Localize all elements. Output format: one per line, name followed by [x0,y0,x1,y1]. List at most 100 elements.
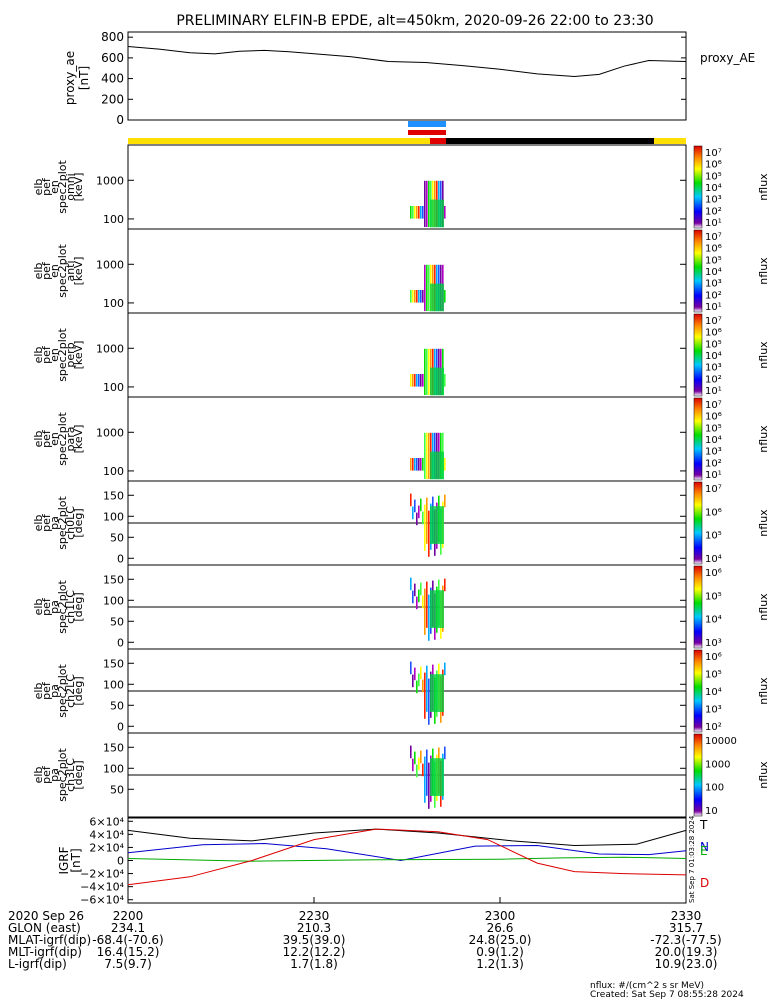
spectrogram-ylabel-line: [keV] [72,173,85,202]
spectrogram-data-column [416,680,418,694]
spectrogram-ytick-label: 100 [103,678,124,691]
spectrogram-data-column [428,180,430,227]
colorbar [693,397,703,481]
colorbar-tick-label: 10⁶ [705,244,722,255]
spectrogram-data-column [424,264,426,311]
x-tick-label: 2200 [113,909,144,923]
spectrogram-data-column [412,506,414,520]
spectrogram-ytick-label: 100 [103,213,124,226]
spectrogram-data-column [420,582,422,596]
spectrogram-data-column [422,511,424,525]
igrf-stamp: Sat Sep 7 01:03:28 2024 [688,815,696,903]
spectrogram-panels: 1000100elbpefenspec2plotomni[keV]10⁷10⁶1… [32,144,770,818]
spectrogram-data-column [422,458,424,471]
spectrogram-ytick-label: 50 [110,615,124,628]
colorbar-tick-label: 10⁶ [705,568,722,579]
spectrogram-ylabel-line: [deg] [72,676,85,705]
spectrogram-frame [127,144,687,230]
spectrogram-data-column [426,497,428,544]
colorbar-tick-label: 10⁷ [705,400,722,411]
spectrogram-ylabel-line: pef [40,597,53,616]
spectrogram-data-column [414,751,416,765]
state-bar-yellow [128,138,686,144]
x-row-value: 12.2(12.2) [283,945,346,959]
spectrogram-data-column [428,264,430,311]
colorbar-tick-label: 10 [705,806,718,817]
spectrogram-data-column [420,666,422,680]
spectrogram-ylabel-line: en [48,264,61,278]
spectrogram-ytick-label: 100 [103,297,124,310]
spectrogram-ylabel-line: spec2plot [56,160,69,214]
spectrogram-flux-core [430,758,444,796]
x-tick-label: 2300 [485,909,516,923]
colorbar-tick-label: 10³ [705,195,722,206]
spectrogram-ytick-label: 0 [117,636,124,649]
spectrogram-data-column [444,662,446,676]
colorbar-tick-label: 10² [705,290,722,301]
igrf-curve-e [127,856,687,862]
spectrogram-data-column [418,374,420,387]
spectrogram-data-column [414,206,416,219]
spectrogram-data-column [426,348,428,395]
colorbar-tick-label: 10³ [705,447,722,458]
spectrogram-data-column [422,595,424,609]
spectrogram-data-column [444,206,446,219]
colorbar-tick-label: 10⁴ [705,615,722,626]
spectrogram-data-column [428,510,430,557]
spectrogram-data-column [420,206,422,219]
colorbar-tick-label: 10⁵ [705,423,722,434]
spectrogram-ylabel-line: pef [40,261,53,280]
spectrogram-ytick-label: 100 [103,762,124,775]
x-row-value: 1.2(1.3) [476,957,524,971]
colorbar-label: nflux [757,761,770,789]
spectrogram-ylabel-line: elb [32,347,45,364]
x-row-value: 20.0(19.3) [655,945,718,959]
spectrogram-ylabel-line: [deg] [72,592,85,621]
colorbar-tick-label: 10³ [705,363,722,374]
spectrogram-ytick-label: 150 [103,573,124,586]
spectrogram-ylabel-line: [deg] [72,508,85,537]
spectrogram-ylabel-line: elb [32,179,45,196]
spectrogram-ylabel-line: elb [32,263,45,280]
spectrogram-ylabel-line: elb [32,767,45,784]
spectrogram-frame [127,228,687,314]
spectrogram-ylabel-line: pa [48,768,61,782]
state-bar-red [430,138,446,144]
spectrogram-ylabel-line: spec2plot [56,748,69,802]
spectrogram-data-column [426,749,428,796]
spectrogram-data-column [418,589,420,603]
spectrogram-data-column [428,348,430,395]
spectrogram-ylabel-line: elb [32,683,45,700]
spectrogram-data-column [410,206,412,219]
spectrogram-data-column [414,667,416,681]
colorbar-tick-label: 10² [705,374,722,385]
igrf-ytick-label: 6×10⁴ [89,815,124,828]
spectrogram-data-column [420,458,422,471]
spectrogram-ylabel-line: en [48,180,61,194]
spectrogram-ylabel-line: [deg] [72,760,85,789]
colorbar-tick-label: 10⁵ [705,171,722,182]
spectrogram-data-column [424,432,426,479]
spectrogram-data-column [412,758,414,772]
spectrogram-data-column [418,757,420,771]
x-row-value: -68.4(-70.6) [92,933,163,947]
igrf-ytick-label: 0 [117,855,124,868]
spectrogram-ytick-label: 1000 [96,174,124,187]
spectrogram-ylabel-line: elb [32,515,45,532]
spectrogram-data-column [426,581,428,628]
spectrogram-ylabel-line: spec2plot [56,412,69,466]
spectrogram-data-column [416,458,418,471]
spectrogram-data-column [424,588,426,635]
spectrogram-ylabel-line: pa [48,684,61,698]
colorbar-tick-label: 10¹ [705,302,722,313]
spectrogram-ytick-label: 50 [110,699,124,712]
colorbar-tick-label: 10⁷ [705,232,722,243]
spectrogram-ylabel-line: ch3LC [64,758,77,792]
spectrogram-flux-core [430,451,444,480]
spectrogram-ytick-label: 150 [103,741,124,754]
spectrogram-flux-core [430,506,444,544]
spectrogram-ytick-label: 0 [117,552,124,565]
